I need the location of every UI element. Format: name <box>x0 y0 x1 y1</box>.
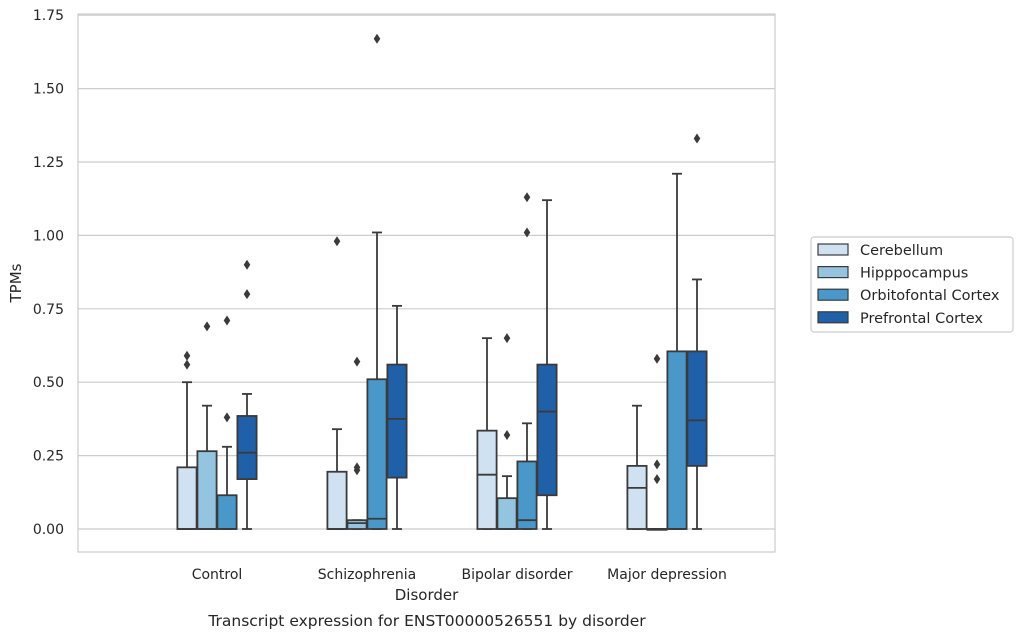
legend-frame <box>810 236 1014 333</box>
y-tick-label: 1.50 <box>33 82 64 98</box>
box-hipppocampus <box>346 356 368 530</box>
outlier-point <box>653 459 661 470</box>
y-tick-label: 1.25 <box>33 155 64 171</box>
y-tick-label: 0.00 <box>33 522 64 538</box>
box-body <box>366 378 388 530</box>
outlier-point <box>243 259 251 270</box>
box-hipppocampus <box>196 321 218 530</box>
outlier-point <box>223 315 231 326</box>
outlier-point <box>353 462 361 473</box>
x-tick-label: Bipolar disorder <box>461 567 572 583</box>
box-orbitofontal-cortex <box>216 315 238 530</box>
legend-swatch <box>817 311 849 324</box>
x-tick-label: Major depression <box>607 567 727 583</box>
box-orbitofontal-cortex <box>366 33 388 530</box>
outlier-point <box>503 333 511 344</box>
y-tick-label: 0.25 <box>33 449 64 465</box>
box-body <box>496 497 518 530</box>
box-prefrontal-cortex <box>536 199 558 530</box>
box-cerebellum <box>476 337 498 530</box>
legend-swatch <box>817 243 849 256</box>
outlier-point <box>223 412 231 423</box>
outlier-point <box>203 321 211 332</box>
box-body <box>386 363 408 479</box>
x-tick-label: Schizophrenia <box>318 567 416 583</box>
box-prefrontal-cortex <box>386 304 408 530</box>
outlier-point <box>333 236 341 247</box>
box-cerebellum <box>626 404 648 530</box>
outlier-point <box>503 430 511 441</box>
box-body <box>626 464 648 530</box>
legend-label: Cerebellum <box>860 243 943 259</box>
box-body <box>176 466 198 530</box>
outlier-point <box>183 350 191 361</box>
box-prefrontal-cortex <box>686 133 708 530</box>
box-body <box>236 415 258 480</box>
box-hipppocampus <box>496 333 518 530</box>
box-prefrontal-cortex <box>236 259 258 530</box>
legend-label: Orbitofontal Cortex <box>860 288 1000 304</box>
box-body <box>216 494 238 530</box>
box-body <box>666 350 688 530</box>
box-hipppocampus <box>646 353 668 531</box>
x-axis-ticks: Control Schizophrenia Bipolar disorder Majo… <box>192 567 727 583</box>
outlier-point <box>693 133 701 144</box>
box-orbitofontal-cortex <box>666 172 688 530</box>
box-cerebellum <box>326 236 348 530</box>
legend-swatch <box>817 266 849 279</box>
x-axis-label: Disorder <box>395 586 459 604</box>
outlier-point <box>653 353 661 364</box>
outlier-point <box>373 33 381 44</box>
gridlines <box>78 14 775 530</box>
legend-label: Prefrontal Cortex <box>860 311 983 327</box>
outlier-point <box>523 227 531 238</box>
outlier-point <box>353 356 361 367</box>
y-axis-ticks: 0.00 0.25 0.50 0.75 1.00 1.25 1.50 1.75 <box>33 8 64 538</box>
box-body <box>196 450 218 530</box>
y-tick-label: 0.75 <box>33 302 64 318</box>
box-body <box>326 470 348 530</box>
box-body <box>686 350 708 467</box>
box-body <box>536 363 558 497</box>
box-cerebellum <box>176 350 198 530</box>
y-tick-label: 1.00 <box>33 228 64 244</box>
outlier-point <box>653 474 661 485</box>
plot-frame <box>77 13 776 553</box>
box-orbitofontal-cortex <box>516 192 538 530</box>
legend-label: Hipppocampus <box>860 266 968 282</box>
box-body <box>346 519 368 530</box>
chart-caption: Transcript expression for ENST0000052655… <box>207 612 646 630</box>
y-axis-label: TPMs <box>7 263 25 303</box>
legend-swatch <box>817 288 849 301</box>
box-body <box>516 460 538 530</box>
box-body <box>476 429 498 530</box>
x-tick-label: Control <box>192 567 243 583</box>
outlier-point <box>183 359 191 370</box>
outlier-point <box>523 192 531 203</box>
outlier-point <box>243 289 251 300</box>
box-series <box>176 33 708 531</box>
legend: Cerebellum Hipppocampus Orbitofontal Corte… <box>810 236 1014 333</box>
y-tick-label: 0.50 <box>33 375 64 391</box>
y-tick-label: 1.75 <box>33 8 64 24</box>
